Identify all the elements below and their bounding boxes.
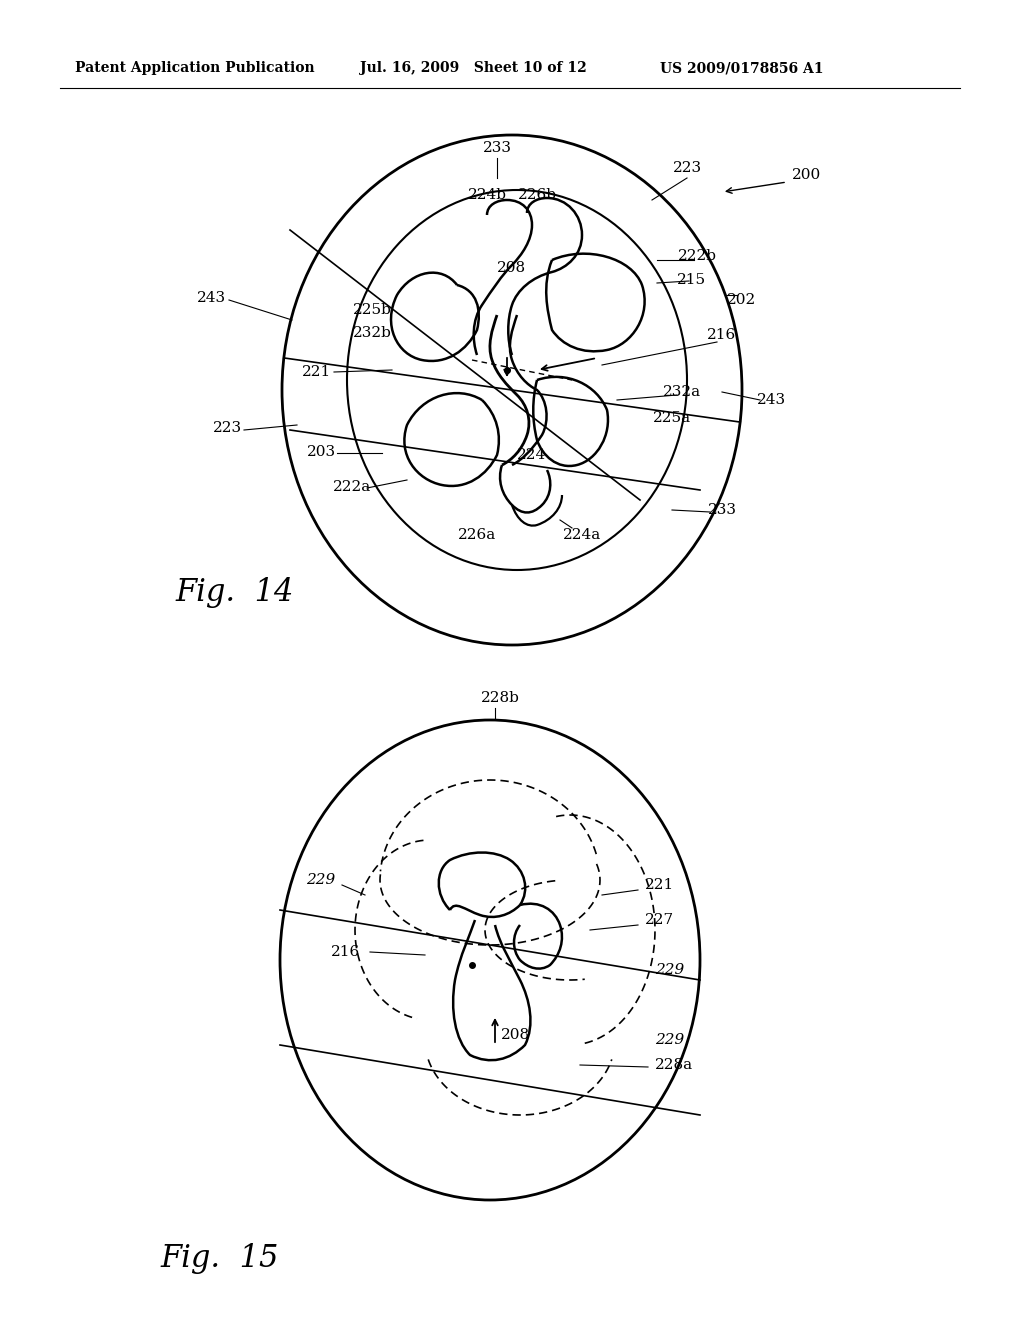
Text: 228a: 228a	[655, 1059, 693, 1072]
Text: 232a: 232a	[663, 385, 701, 399]
Text: 226a: 226a	[458, 528, 496, 543]
Text: Fig.  15: Fig. 15	[160, 1242, 279, 1274]
Text: 229: 229	[655, 964, 684, 977]
Text: 223: 223	[673, 161, 701, 176]
Text: Patent Application Publication: Patent Application Publication	[75, 61, 314, 75]
Text: 223: 223	[212, 421, 242, 436]
Text: 243: 243	[198, 290, 226, 305]
Text: 203: 203	[307, 445, 337, 459]
Text: 224b: 224b	[468, 187, 507, 202]
Text: 208: 208	[501, 1028, 529, 1041]
Text: 243: 243	[758, 393, 786, 407]
Text: 227: 227	[645, 913, 674, 927]
Text: 233: 233	[708, 503, 736, 517]
Text: 200: 200	[793, 168, 821, 182]
Text: 228b: 228b	[480, 690, 519, 705]
Text: 224a: 224a	[563, 528, 601, 543]
Text: 208: 208	[498, 261, 526, 275]
Text: 229: 229	[655, 1034, 684, 1047]
Text: 216: 216	[331, 945, 360, 960]
Text: 221: 221	[645, 878, 674, 892]
Text: 222b: 222b	[678, 249, 717, 263]
Text: 225a: 225a	[653, 411, 691, 425]
Text: 221: 221	[302, 366, 332, 379]
Text: Fig.  14: Fig. 14	[175, 578, 293, 609]
Text: 222a: 222a	[333, 480, 371, 494]
Text: 226b: 226b	[517, 187, 556, 202]
Text: 232b: 232b	[352, 326, 391, 341]
Text: US 2009/0178856 A1: US 2009/0178856 A1	[660, 61, 823, 75]
Text: 215: 215	[678, 273, 707, 286]
Text: 229: 229	[306, 873, 335, 887]
Text: 225b: 225b	[352, 304, 391, 317]
Text: Jul. 16, 2009   Sheet 10 of 12: Jul. 16, 2009 Sheet 10 of 12	[360, 61, 587, 75]
Text: 233: 233	[482, 141, 512, 154]
Text: 202: 202	[727, 293, 757, 308]
Text: 216: 216	[708, 327, 736, 342]
Text: 224: 224	[517, 447, 547, 462]
